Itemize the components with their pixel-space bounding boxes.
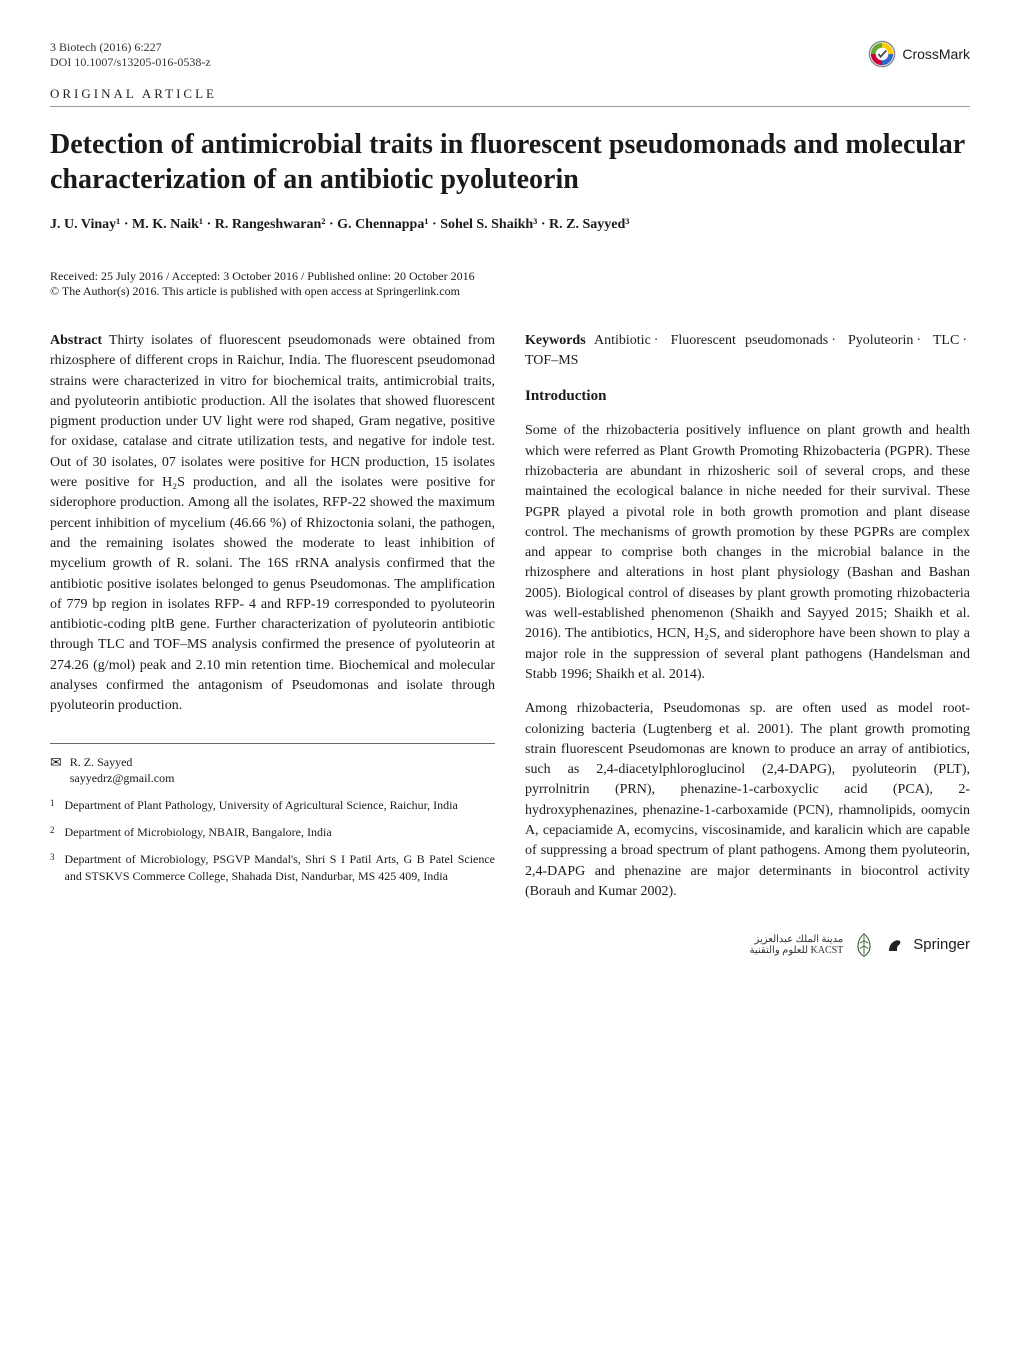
publisher-name: Springer [913,934,970,956]
article-title: Detection of antimicrobial traits in flu… [50,127,970,197]
leaf-icon [851,932,877,958]
abstract-text: Thirty isolates of fluorescent pseudomon… [50,333,495,713]
right-column: Keywords Antibiotic· Fluorescent pseudom… [525,317,970,958]
arabic-line-1: مدينة الملك عبدالعزيز [750,934,844,945]
affil-text: Department of Microbiology, NBAIR, Banga… [65,824,332,841]
crossmark-label: CrossMark [902,46,970,62]
keyword: TOF–MS [525,353,578,368]
journal-citation: 3 Biotech (2016) 6:227 [50,40,211,55]
crossmark-badge[interactable]: CrossMark [868,40,970,68]
keyword: Antibiotic [594,333,651,348]
page-footer: مدينة الملك عبدالعزيز KACST للعلوم والتق… [525,932,970,958]
affil-text: Department of Plant Pathology, Universit… [65,797,458,814]
keyword: Pyoluteorin [848,333,913,348]
kacst-block: مدينة الملك عبدالعزيز KACST للعلوم والتق… [750,934,844,956]
affil-num: 2 [50,824,55,841]
affil-num: 3 [50,851,55,885]
abstract-label: Abstract [50,333,102,348]
corr-name: R. Z. Sayyed [70,754,175,771]
author-list: J. U. Vinay¹ · M. K. Naik¹ · R. Rangeshw… [50,217,970,233]
affil-text: Department of Microbiology, PSGVP Mandal… [65,851,496,885]
springer-horse-icon [885,935,905,955]
arabic-line-2: KACST للعلوم والتقنية [750,945,844,956]
correspondence-box: ✉ R. Z. Sayyed sayyedrz@gmail.com 1 Depa… [50,743,495,885]
header-left: 3 Biotech (2016) 6:227 DOI 10.1007/s1320… [50,40,211,70]
crossmark-icon [868,40,896,68]
intro-paragraph-2: Among rhizobacteria, Pseudomonas sp. are… [525,699,970,902]
main-content: Abstract Thirty isolates of fluorescent … [50,317,970,958]
keyword: TLC [933,333,959,348]
intro-paragraph-1: Some of the rhizobacteria positively inf… [525,421,970,685]
corresponding-author: ✉ R. Z. Sayyed sayyedrz@gmail.com [50,754,495,788]
divider [50,106,970,107]
article-dates: Received: 25 July 2016 / Accepted: 3 Oct… [50,269,970,284]
introduction-heading: Introduction [525,386,970,408]
abstract-paragraph: Abstract Thirty isolates of fluorescent … [50,331,495,717]
envelope-icon: ✉ [50,754,62,788]
article-type-label: ORIGINAL ARTICLE [50,86,970,102]
affiliation-2: 2 Department of Microbiology, NBAIR, Ban… [50,824,495,841]
affil-num: 1 [50,797,55,814]
keywords-paragraph: Keywords Antibiotic· Fluorescent pseudom… [525,331,970,372]
corr-details: R. Z. Sayyed sayyedrz@gmail.com [70,754,175,788]
left-column: Abstract Thirty isolates of fluorescent … [50,317,495,958]
copyright-notice: © The Author(s) 2016. This article is pu… [50,284,970,299]
doi: DOI 10.1007/s13205-016-0538-z [50,55,211,70]
keywords-label: Keywords [525,333,586,348]
keyword: Fluorescent pseudomonads [671,333,829,348]
corr-email: sayyedrz@gmail.com [70,770,175,787]
page-header: 3 Biotech (2016) 6:227 DOI 10.1007/s1320… [50,40,970,70]
affiliation-3: 3 Department of Microbiology, PSGVP Mand… [50,851,495,885]
affiliation-1: 1 Department of Plant Pathology, Univers… [50,797,495,814]
